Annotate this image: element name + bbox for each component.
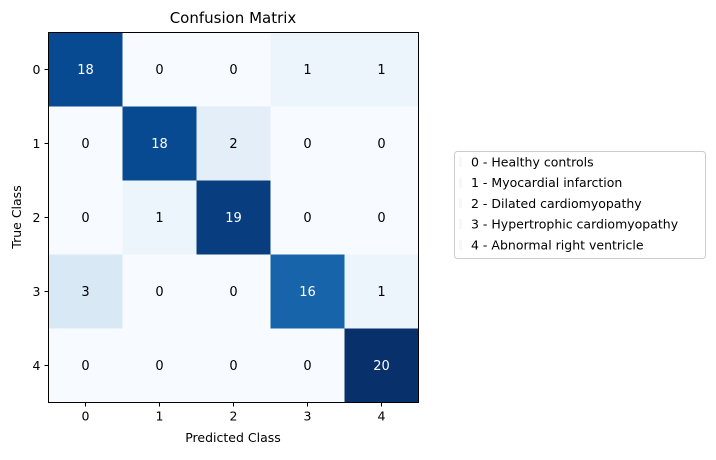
legend-handle-1 [459, 177, 462, 188]
x-tick-label-3: 3 [304, 409, 312, 424]
cell-value-0-2: 0 [229, 63, 237, 78]
cell-value-3-1: 0 [155, 285, 163, 300]
legend-entry-1: 1 - Myocardial infarction [471, 175, 622, 190]
legend-entry-4: 4 - Abnormal right ventricle [471, 237, 644, 252]
cell-value-1-1: 18 [151, 137, 168, 152]
legend-entry-3: 3 - Hypertrophic cardiomyopathy [471, 217, 679, 232]
cell-value-4-4: 20 [373, 359, 390, 374]
chart-title: Confusion Matrix [170, 9, 297, 27]
cell-value-0-3: 1 [303, 63, 311, 78]
heatmap-cell-labels: 18 0 0 1 10 18 2 0 00 1 19 0 03 0 0 16 10 0 0 0 20 [77, 63, 390, 374]
cell-value-2-2: 19 [225, 211, 242, 226]
heatmap-cell-2-0 [48, 180, 123, 255]
heatmap-cell-1-2 [196, 106, 271, 181]
cell-value-4-0: 0 [81, 359, 89, 374]
cell-value-1-2: 2 [229, 137, 237, 152]
cell-value-4-2: 0 [229, 359, 237, 374]
cell-value-2-4: 0 [377, 211, 385, 226]
heatmap-cell-3-0 [48, 254, 123, 329]
cell-value-0-1: 0 [155, 63, 163, 78]
legend-handle-0 [459, 157, 462, 167]
y-axis-label: True Class [9, 185, 24, 249]
legend: 0 - Healthy controls 1 - Myocardial infar… [454, 151, 706, 259]
legend-box [454, 151, 706, 259]
cell-value-3-2: 0 [229, 285, 237, 300]
x-tick-label-4: 4 [378, 409, 386, 424]
heatmap-cells [48, 32, 419, 403]
heatmap-cell-0-4 [344, 32, 419, 107]
heatmap-cell-3-2 [196, 254, 271, 329]
cell-value-1-3: 0 [303, 137, 311, 152]
heatmap-cell-0-3 [270, 32, 345, 107]
cell-value-2-1: 1 [155, 211, 163, 226]
heatmap-cell-0-0 [48, 32, 123, 107]
heatmap-cell-4-0 [48, 328, 123, 403]
cell-value-0-0: 18 [77, 63, 94, 78]
y-axis-ticks: 0 1 2 3 4 [33, 62, 49, 373]
heatmap-cell-1-3 [270, 106, 345, 181]
y-tick-label-0: 0 [33, 62, 41, 77]
legend-entry-0: 0 - Healthy controls [471, 155, 594, 170]
heatmap-cell-3-3 [270, 254, 345, 329]
heatmap-cell-2-2 [196, 180, 271, 255]
cell-value-3-3: 16 [299, 285, 316, 300]
cell-value-1-0: 0 [81, 137, 89, 152]
heatmap-cell-3-1 [122, 254, 197, 329]
heatmap-cell-0-2 [196, 32, 271, 107]
y-tick-label-1: 1 [33, 136, 41, 151]
cell-value-2-0: 0 [81, 211, 89, 226]
y-tick-label-4: 4 [33, 358, 41, 373]
heatmap-cell-4-2 [196, 328, 271, 403]
heatmap-cell-1-1 [122, 106, 197, 181]
heatmap-cell-2-1 [122, 180, 197, 255]
x-tick-label-0: 0 [82, 409, 90, 424]
legend-entries: 0 - Healthy controls 1 - Myocardial infar… [459, 155, 679, 252]
heatmap-cell-0-1 [122, 32, 197, 107]
heatmap-cell-2-3 [270, 180, 345, 255]
x-tick-label-1: 1 [156, 409, 164, 424]
cell-value-4-1: 0 [155, 359, 163, 374]
cell-value-4-3: 0 [303, 359, 311, 374]
heatmap-cell-3-4 [344, 254, 419, 329]
heatmap-cell-4-3 [270, 328, 345, 403]
legend-handle-3 [459, 219, 462, 230]
x-tick-label-2: 2 [230, 409, 238, 424]
legend-entry-2: 2 - Dilated cardiomyopathy [471, 196, 642, 211]
cell-value-1-4: 0 [377, 137, 385, 152]
y-tick-label-2: 2 [33, 210, 41, 225]
cell-value-3-4: 1 [377, 285, 385, 300]
cell-value-3-0: 3 [81, 285, 89, 300]
heatmap-cell-2-4 [344, 180, 419, 255]
heatmap-cell-1-4 [344, 106, 419, 181]
x-axis-label: Predicted Class [185, 430, 281, 445]
legend-handle-4 [459, 239, 462, 250]
legend-handle-2 [459, 198, 462, 209]
x-axis-ticks: 0 1 2 3 4 [82, 402, 386, 424]
y-tick-label-3: 3 [33, 284, 41, 299]
heatmap-cell-1-0 [48, 106, 123, 181]
cell-value-0-4: 1 [377, 63, 385, 78]
heatmap-cell-4-4 [344, 328, 419, 403]
heatmap-cell-4-1 [122, 328, 197, 403]
cell-value-2-3: 0 [303, 211, 311, 226]
